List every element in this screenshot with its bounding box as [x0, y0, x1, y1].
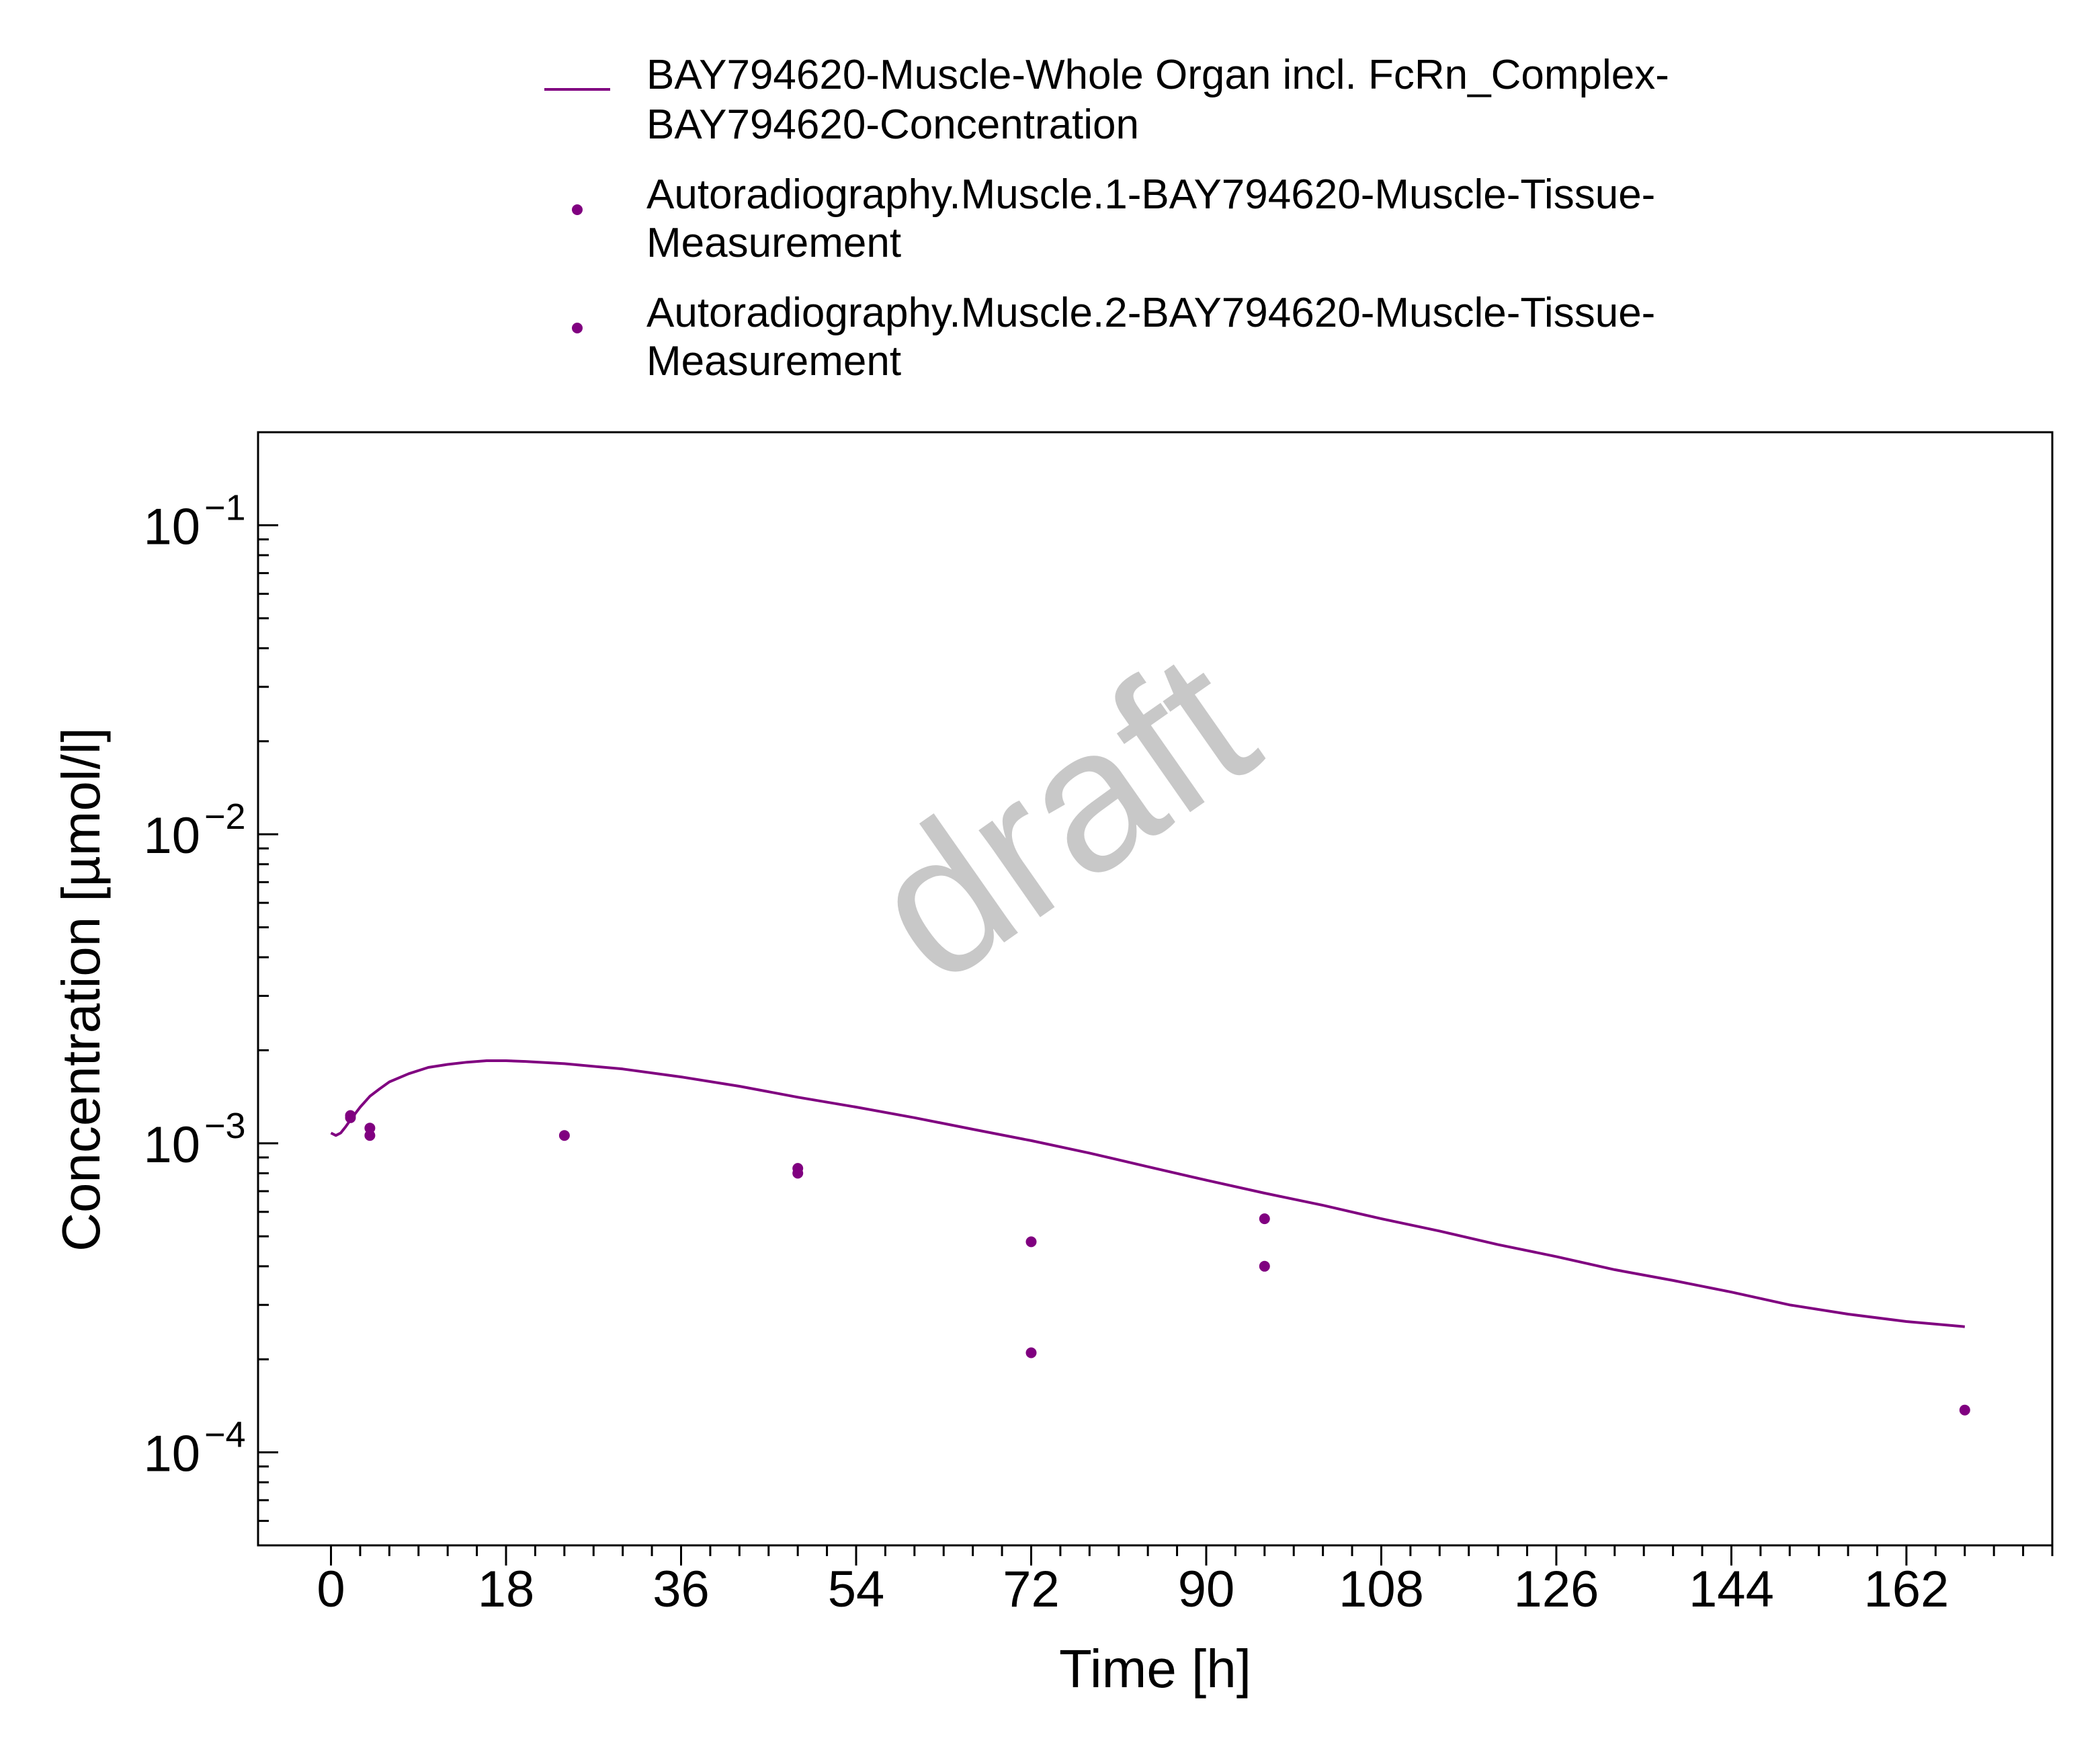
- x-tick-label: 108: [1339, 1561, 1424, 1618]
- x-tick-label: 18: [478, 1561, 535, 1618]
- data-point-measurement-1: [558, 1130, 570, 1141]
- legend-label-simulation-line-1: BAY794620-Muscle-Whole Organ incl. FcRn_…: [646, 52, 1669, 98]
- data-point-measurement-1: [1959, 1404, 1970, 1416]
- data-point-measurement-1: [1259, 1213, 1270, 1225]
- x-tick-label: 90: [1178, 1561, 1235, 1618]
- data-point-measurement-2: [1259, 1260, 1270, 1272]
- legend-marker-swatch: [572, 323, 583, 333]
- x-tick-label: 126: [1514, 1561, 1599, 1618]
- x-tick-label: 144: [1689, 1561, 1774, 1618]
- x-tick-label: 162: [1864, 1561, 1949, 1618]
- y-axis-title: Concentration [µmol/l]: [51, 727, 111, 1252]
- y-tick-label: 10: [143, 1117, 200, 1174]
- legend-label-measurement1-line-1: Autoradiography.Muscle.1-BAY794620-Muscl…: [646, 171, 1655, 218]
- legend: BAY794620-Muscle-Whole Organ incl. FcRn_…: [544, 52, 1669, 384]
- series-line-simulation: [330, 1059, 1965, 1328]
- y-tick-label: 10: [143, 807, 200, 864]
- y-tick-label: 10: [143, 498, 200, 555]
- legend-marker-swatch: [572, 204, 583, 215]
- y-tick-exponent: −1: [204, 487, 246, 528]
- series-layer: [330, 1059, 1970, 1416]
- x-tick-label: 72: [1003, 1561, 1060, 1618]
- watermark-draft: draft: [832, 608, 1292, 1024]
- plot-area-frame: [257, 431, 2054, 1547]
- y-tick-exponent: −2: [204, 797, 246, 837]
- data-point-measurement-2: [345, 1112, 356, 1123]
- legend-label-measurement2-line-1: Autoradiography.Muscle.2-BAY794620-Muscl…: [646, 290, 1655, 336]
- data-point-measurement-2: [1025, 1347, 1037, 1358]
- x-axis: 0 18 36 54 72 90 108 126 144 162: [317, 1545, 2054, 1618]
- x-tick-label: 0: [317, 1561, 345, 1618]
- legend-label-measurement1-line-2: Measurement: [646, 220, 901, 266]
- legend-label-measurement2-line-2: Measurement: [646, 338, 901, 384]
- data-point-measurement-2: [792, 1168, 804, 1179]
- y-tick-label: 10: [143, 1426, 200, 1483]
- data-point-measurement-2: [364, 1130, 376, 1141]
- x-axis-title: Time [h]: [1059, 1639, 1251, 1699]
- y-tick-exponent: −3: [204, 1106, 246, 1146]
- x-tick-label: 54: [828, 1561, 885, 1618]
- data-point-measurement-1: [1025, 1236, 1037, 1248]
- x-tick-label: 36: [653, 1561, 710, 1618]
- legend-label-simulation-line-2: BAY794620-Concentration: [646, 102, 1139, 148]
- data-point-measurement-1: [364, 1123, 376, 1134]
- y-tick-exponent: −4: [204, 1415, 246, 1455]
- y-axis: 10−110−210−310−4: [143, 431, 278, 1547]
